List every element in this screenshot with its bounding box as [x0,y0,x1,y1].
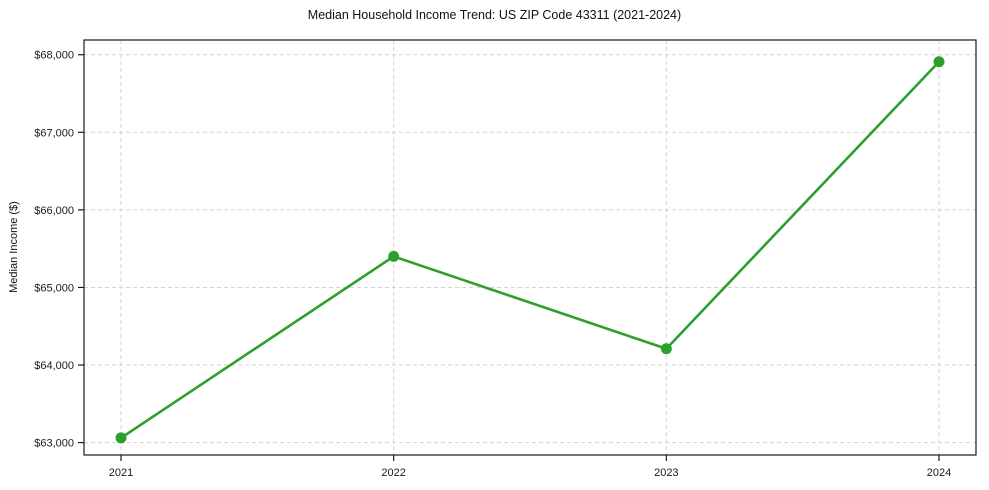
data-line [119,60,941,440]
data-point [933,56,945,68]
y-tick-label: $66,000 [34,205,74,217]
chart-title: Median Household Income Trend: US ZIP Co… [307,8,682,22]
data-point [660,343,672,355]
y-tick-label: $67,000 [34,127,74,139]
plot-border [83,39,977,456]
y-tick-label: $64,000 [34,360,74,372]
x-tick-label: 2022 [381,467,405,479]
x-tick-label: 2023 [654,467,678,479]
data-point [115,432,127,444]
y-tick-label: $68,000 [34,50,74,62]
x-tick-label: 2021 [109,467,133,479]
x-tick-label: 2024 [927,467,951,479]
y-tick-label: $63,000 [34,438,74,450]
y-tick-label: $65,000 [34,282,74,294]
data-point [388,250,400,262]
